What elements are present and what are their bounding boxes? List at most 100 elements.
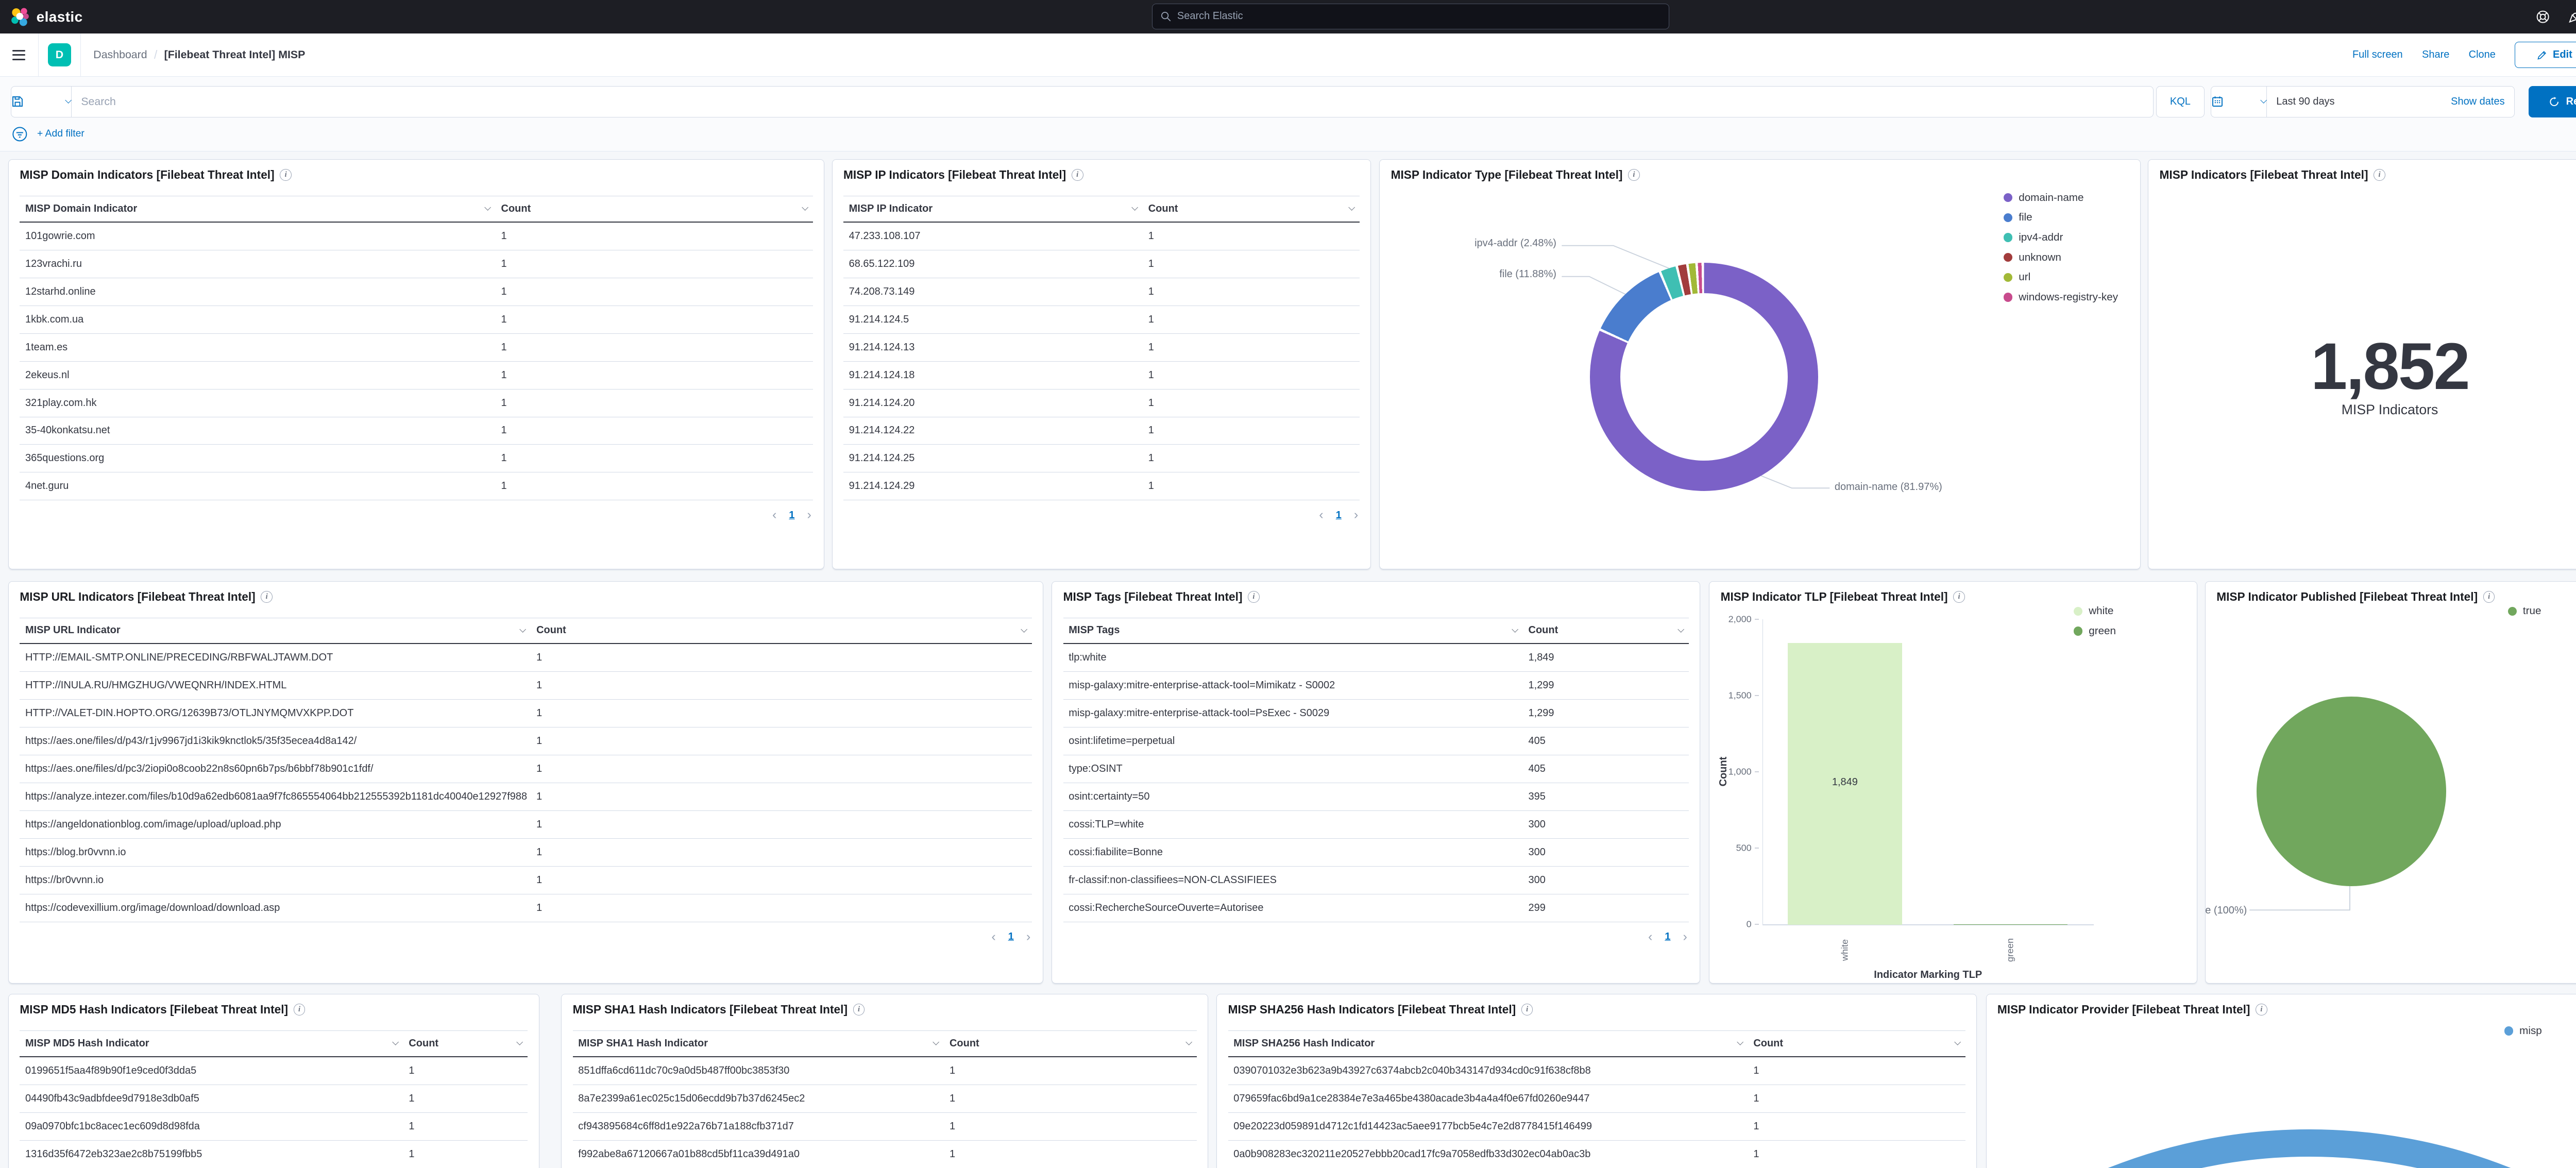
- panel-title[interactable]: MISP MD5 Hash Indicators [Filebeat Threa…: [20, 1003, 289, 1017]
- table-row[interactable]: 91.214.124.13 1: [843, 334, 1360, 362]
- help-icon[interactable]: [2535, 9, 2550, 24]
- prev-page-icon[interactable]: ‹: [772, 507, 777, 522]
- table-row[interactable]: tlp:white 1,849: [1063, 644, 1689, 672]
- table-row[interactable]: type:OSINT 405: [1063, 755, 1689, 784]
- panel-title[interactable]: MISP SHA256 Hash Indicators [Filebeat Th…: [1228, 1003, 1516, 1017]
- legend-item[interactable]: domain-name: [2003, 190, 2118, 205]
- info-icon[interactable]: i: [280, 169, 292, 181]
- table-row[interactable]: 91.214.124.25 1: [843, 445, 1360, 473]
- table-row[interactable]: 1team.es 1: [20, 334, 813, 362]
- table-row[interactable]: https://aes.one/files/d/pc3/2iopi0o8coob…: [20, 755, 1032, 784]
- panel-title[interactable]: MISP Tags [Filebeat Threat Intel]: [1063, 589, 1243, 603]
- table-row[interactable]: 04490fb43c9adbfdee9d7918e3db0af5 1: [20, 1085, 528, 1113]
- table-row[interactable]: https://codevexillium.org/image/download…: [20, 894, 1032, 923]
- table-row[interactable]: 0390701032e3b623a9b43927c6374abcb2c040b3…: [1228, 1057, 1965, 1085]
- next-page-icon[interactable]: ›: [1026, 929, 1031, 944]
- share-button[interactable]: Share: [2422, 49, 2450, 61]
- refresh-button[interactable]: Refresh: [2528, 86, 2576, 117]
- table-row[interactable]: 47.233.108.107 1: [843, 223, 1360, 250]
- info-icon[interactable]: i: [1521, 1004, 1533, 1016]
- table-row[interactable]: 91.214.124.22 1: [843, 417, 1360, 445]
- table-row[interactable]: cossi:TLP=white 300: [1063, 811, 1689, 839]
- bar-white[interactable]: [1788, 642, 1902, 925]
- pie-chart[interactable]: [2256, 696, 2446, 886]
- prev-page-icon[interactable]: ‹: [1648, 929, 1653, 944]
- dashboard-app-badge[interactable]: D: [47, 43, 72, 67]
- table-row[interactable]: fr-classif:non-classifiees=NON-CLASSIFIE…: [1063, 867, 1689, 895]
- global-search-input[interactable]: Search Elastic: [1151, 3, 1669, 30]
- clone-button[interactable]: Clone: [2468, 49, 2496, 61]
- next-page-icon[interactable]: ›: [1353, 507, 1359, 522]
- column-header-count[interactable]: Count: [1748, 1038, 1965, 1049]
- page-number[interactable]: 1: [1008, 931, 1014, 943]
- column-header-indicator[interactable]: MISP Domain Indicator: [20, 203, 496, 215]
- column-header-count[interactable]: Count: [403, 1038, 528, 1049]
- page-number[interactable]: 1: [1335, 509, 1342, 521]
- table-row[interactable]: 74.208.73.149 1: [843, 278, 1360, 306]
- prev-page-icon[interactable]: ‹: [1319, 507, 1324, 522]
- kql-search-input[interactable]: Search: [71, 86, 2154, 117]
- info-icon[interactable]: i: [1953, 591, 1965, 603]
- next-page-icon[interactable]: ›: [807, 507, 811, 522]
- table-row[interactable]: osint:lifetime=perpetual 405: [1063, 727, 1689, 756]
- calendar-button[interactable]: [2211, 86, 2267, 117]
- table-row[interactable]: osint:certainty=50 395: [1063, 783, 1689, 811]
- table-row[interactable]: https://br0vvnn.io 1: [20, 867, 1032, 895]
- donut-chart[interactable]: [1986, 1129, 2576, 1168]
- panel-title[interactable]: MISP Indicator Type [Filebeat Threat Int…: [1391, 168, 1623, 182]
- table-row[interactable]: 91.214.124.5 1: [843, 306, 1360, 334]
- panel-title[interactable]: MISP Indicator TLP [Filebeat Threat Inte…: [1720, 589, 1948, 603]
- table-row[interactable]: cossi:RechercheSourceOuverte=Autorisee 29…: [1063, 894, 1689, 923]
- legend-item[interactable]: unknown: [2003, 250, 2118, 265]
- panel-title[interactable]: MISP Indicators [Filebeat Threat Intel]: [2159, 168, 2368, 182]
- next-page-icon[interactable]: ›: [1683, 929, 1687, 944]
- show-dates-button[interactable]: Show dates: [2451, 95, 2505, 107]
- table-row[interactable]: 1316d35f6472eb323ae2c8b75199fbb5 1: [20, 1141, 528, 1168]
- legend-item[interactable]: white: [2073, 604, 2116, 619]
- table-row[interactable]: 0199651f5aa4f89b90f1e9ced0f3dda5 1: [20, 1057, 528, 1085]
- elastic-logo[interactable]: elastic: [10, 7, 83, 27]
- table-row[interactable]: HTTP://INULA.RU/HMGZHUG/VWEQNRH/INDEX.HT…: [20, 672, 1032, 700]
- column-header-indicator[interactable]: MISP SHA1 Hash Indicator: [573, 1038, 944, 1049]
- bar-green[interactable]: [1953, 924, 2067, 925]
- table-row[interactable]: https://aes.one/files/d/p43/r1jv9967jd1i…: [20, 727, 1032, 756]
- table-row[interactable]: 0a0b908283ec320211e20527ebbb20cad17fc9a7…: [1228, 1141, 1965, 1168]
- panel-title[interactable]: MISP Indicator Provider [Filebeat Threat…: [1997, 1003, 2250, 1017]
- table-row[interactable]: 1kbk.com.ua 1: [20, 306, 813, 334]
- table-row[interactable]: 079659fac6bd9a1ce28384e7e3a465be4380acad…: [1228, 1085, 1965, 1113]
- page-number[interactable]: 1: [789, 509, 795, 521]
- table-row[interactable]: misp-galaxy:mitre-enterprise-attack-tool…: [1063, 700, 1689, 728]
- full-screen-button[interactable]: Full screen: [2352, 49, 2403, 61]
- info-icon[interactable]: i: [853, 1004, 865, 1016]
- column-header-indicator[interactable]: MISP MD5 Hash Indicator: [20, 1038, 403, 1049]
- table-row[interactable]: 101gowrie.com 1: [20, 223, 813, 250]
- panel-title[interactable]: MISP IP Indicators [Filebeat Threat Inte…: [843, 168, 1066, 182]
- info-icon[interactable]: i: [2483, 591, 2495, 603]
- legend-item[interactable]: true: [2507, 604, 2541, 619]
- legend-item[interactable]: windows-registry-key: [2003, 290, 2118, 304]
- column-header-count[interactable]: Count: [496, 203, 813, 215]
- info-icon[interactable]: i: [2256, 1004, 2267, 1016]
- info-icon[interactable]: i: [1071, 169, 1083, 181]
- info-icon[interactable]: i: [293, 1004, 306, 1016]
- table-row[interactable]: HTTP://VALET-DIN.HOPTO.ORG/12639B73/OTLJ…: [20, 700, 1032, 728]
- table-row[interactable]: 35-40konkatsu.net 1: [20, 417, 813, 445]
- info-icon[interactable]: i: [2374, 169, 2385, 181]
- table-row[interactable]: 91.214.124.18 1: [843, 362, 1360, 390]
- table-row[interactable]: 365questions.org 1: [20, 445, 813, 473]
- column-header-tags[interactable]: MISP Tags: [1063, 624, 1523, 636]
- legend-item[interactable]: green: [2073, 623, 2116, 638]
- table-row[interactable]: 2ekeus.nl 1: [20, 362, 813, 390]
- table-row[interactable]: 91.214.124.29 1: [843, 472, 1360, 501]
- table-row[interactable]: 851dffa6cd611dc70c9a0d5b487ff00bc3853f30…: [572, 1057, 1197, 1085]
- menu-hamburger-icon[interactable]: [0, 33, 39, 77]
- column-header-count[interactable]: Count: [531, 624, 1032, 636]
- column-header-indicator[interactable]: MISP SHA256 Hash Indicator: [1228, 1038, 1748, 1049]
- table-row[interactable]: cossi:fiabilite=Bonne 300: [1063, 839, 1689, 867]
- table-row[interactable]: HTTP://EMAIL-SMTP.ONLINE/PRECEDING/RBFWA…: [20, 644, 1032, 672]
- query-language-button[interactable]: KQL: [2156, 86, 2205, 117]
- table-row[interactable]: 321play.com.hk 1: [20, 390, 813, 417]
- table-row[interactable]: 68.65.122.109 1: [843, 250, 1360, 278]
- table-row[interactable]: misp-galaxy:mitre-enterprise-attack-tool…: [1063, 672, 1689, 700]
- panel-title[interactable]: MISP Indicator Published [Filebeat Threa…: [2216, 589, 2478, 603]
